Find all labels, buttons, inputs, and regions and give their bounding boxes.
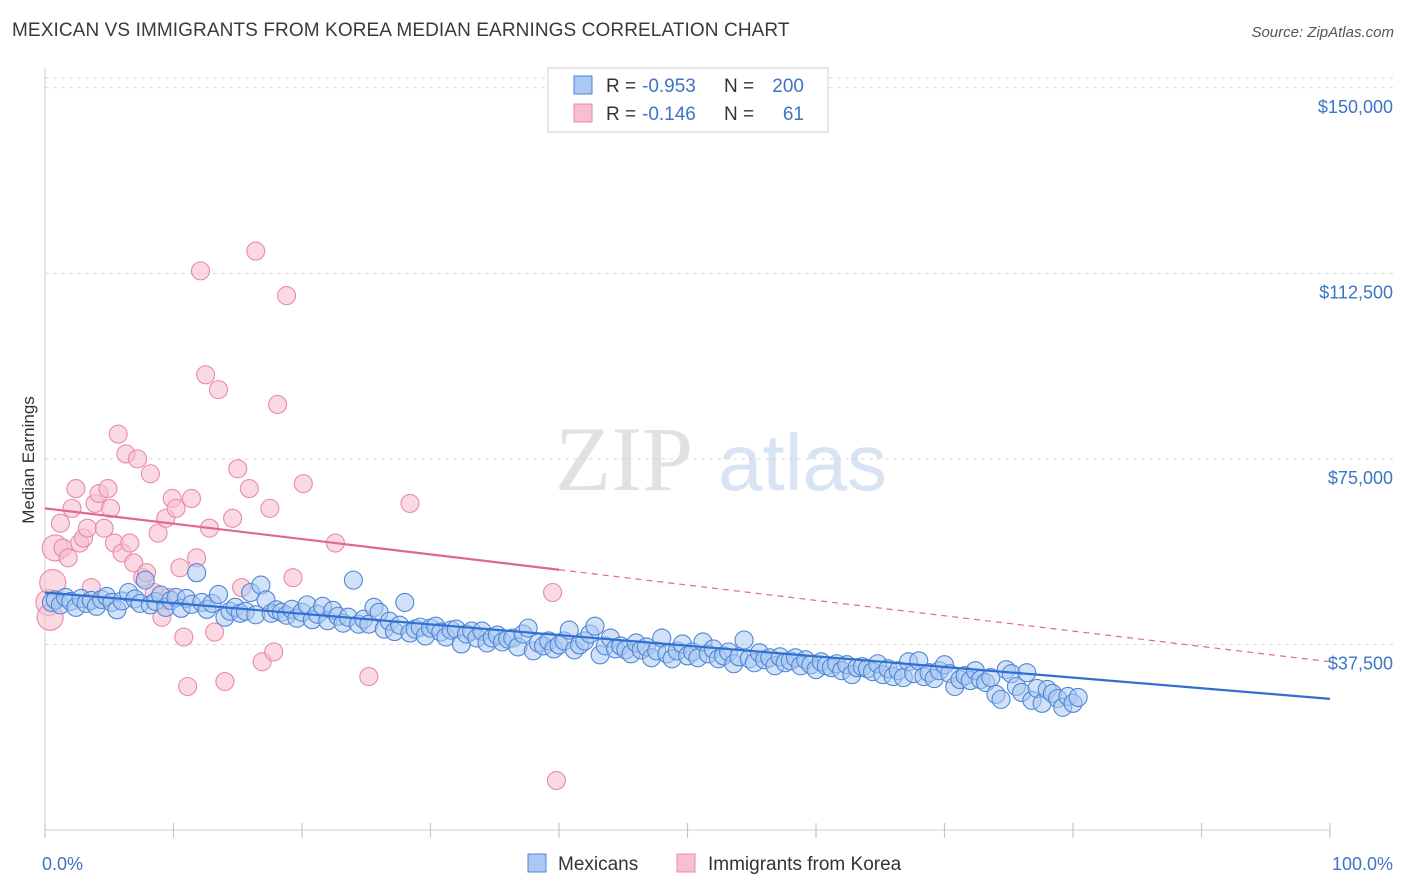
point-korea-43 <box>205 622 225 642</box>
point-korea-7 <box>62 498 82 518</box>
point-mexicans-68 <box>395 592 415 612</box>
y-axis-label: Median Earnings <box>19 396 38 524</box>
point-korea-49 <box>239 479 259 499</box>
series-legend-label-korea: Immigrants from Korea <box>708 854 902 875</box>
point-korea-6 <box>58 548 78 568</box>
point-mexicans-199 <box>1068 687 1088 707</box>
point-korea-34 <box>166 498 186 518</box>
point-korea-17 <box>100 498 121 518</box>
x-tick-label-0: 0.0% <box>42 854 83 874</box>
y-tick-label-37500: $37,500 <box>1328 653 1393 673</box>
y-tick-label-75000: $75,000 <box>1328 468 1393 488</box>
point-korea-40 <box>190 261 211 281</box>
legend-n-label-1: N = <box>724 104 754 125</box>
grid <box>45 77 1393 645</box>
point-korea-36 <box>174 627 194 647</box>
point-korea-55 <box>277 286 297 306</box>
stats-legend-box <box>547 67 829 133</box>
point-korea-57 <box>293 474 313 494</box>
point-korea-15 <box>94 518 114 538</box>
point-korea-4 <box>50 513 70 533</box>
point-korea-16 <box>98 479 118 499</box>
point-korea-47 <box>228 459 248 479</box>
series-legend-swatch-mexicans <box>527 853 547 873</box>
point-korea-61 <box>543 582 563 603</box>
legend-swatch-mexicans <box>573 75 593 95</box>
trend-line-korea-solid <box>44 507 560 571</box>
point-korea-38 <box>181 488 202 509</box>
point-korea-19 <box>108 424 128 444</box>
legend-n-value-0: 200 <box>772 76 804 97</box>
point-korea-22 <box>120 533 140 553</box>
point-korea-56 <box>283 568 303 588</box>
legend-r-value-1: -0.146 <box>642 104 696 125</box>
trend-lines <box>44 507 1331 700</box>
point-mexicans-18 <box>135 570 155 590</box>
trend-line-korea-dashed <box>558 569 1331 663</box>
legend-swatch-korea <box>573 103 593 123</box>
watermark-atlas: atlas <box>718 418 887 507</box>
series-mexicans <box>41 563 1088 717</box>
chart-source: Source: ZipAtlas.com <box>1251 24 1394 41</box>
trend-line-mexicans <box>44 591 1331 700</box>
legend-n-value-1: 61 <box>783 104 804 125</box>
point-mexicans-58 <box>343 570 363 590</box>
point-korea-53 <box>264 642 284 662</box>
point-korea-62 <box>546 770 566 791</box>
point-korea-37 <box>178 676 198 697</box>
y-tick-labels: $37,500 $75,000 $112,500 $150,000 <box>1318 97 1393 674</box>
legend-r-label-0: R = <box>606 76 636 97</box>
stats-legend: R = -0.953 N = 200 R = -0.146 N = 61 <box>547 67 829 133</box>
point-korea-23 <box>124 553 144 573</box>
point-korea-46 <box>223 508 243 528</box>
point-mexicans-184 <box>991 689 1011 709</box>
point-korea-29 <box>148 523 168 543</box>
series-legend: Mexicans Immigrants from Korea <box>527 853 902 875</box>
point-korea-52 <box>260 498 280 518</box>
y-tick-label-150000: $150,000 <box>1318 97 1393 117</box>
point-korea-60 <box>400 493 420 513</box>
point-korea-45 <box>215 672 235 692</box>
watermark-zip: ZIP <box>555 408 693 510</box>
point-korea-54 <box>268 394 288 415</box>
point-korea-44 <box>208 380 229 400</box>
point-mexicans-134 <box>734 630 754 650</box>
point-korea-59 <box>359 667 379 687</box>
series-legend-swatch-korea <box>676 853 696 873</box>
point-korea-35 <box>170 558 190 578</box>
point-korea-24 <box>127 449 148 469</box>
y-tick-label-112500: $112,500 <box>1319 282 1393 302</box>
chart-title: MEXICAN VS IMMIGRANTS FROM KOREA MEDIAN … <box>12 20 790 41</box>
point-korea-27 <box>140 464 160 484</box>
x-ticks <box>44 823 1331 838</box>
legend-r-value-0: -0.953 <box>642 76 696 97</box>
point-korea-8 <box>66 479 86 499</box>
legend-r-label-1: R = <box>606 104 636 125</box>
series-legend-label-mexicans: Mexicans <box>558 854 638 875</box>
legend-n-label-0: N = <box>724 76 754 97</box>
point-korea-41 <box>196 365 216 385</box>
point-mexicans-105 <box>585 616 605 636</box>
point-korea-50 <box>246 241 266 261</box>
point-korea-11 <box>77 518 97 538</box>
point-mexicans-32 <box>208 584 229 605</box>
x-tick-label-100: 100.0% <box>1332 854 1393 874</box>
point-mexicans-28 <box>187 563 207 583</box>
